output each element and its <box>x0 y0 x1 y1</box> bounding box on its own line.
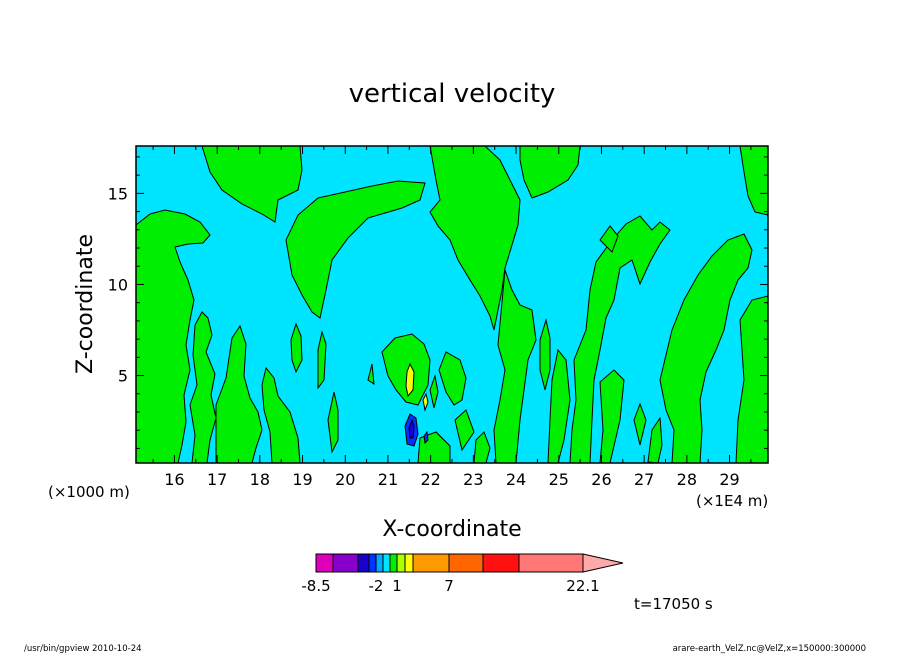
yellow-cell <box>405 362 415 398</box>
colorbar-bin <box>315 553 334 573</box>
colorbar-bin <box>389 553 398 573</box>
x-tick-label: 29 <box>719 470 739 489</box>
positive-region-column-a <box>189 311 217 463</box>
positive-region-small-b <box>429 374 439 409</box>
colorbar-bin <box>368 553 377 573</box>
positive-region-right-center <box>493 269 537 463</box>
positive-region-small-f <box>473 431 491 463</box>
x-tick-label: 23 <box>463 470 483 489</box>
colorbar-bin <box>518 553 584 573</box>
footer-right: arare-earth_VelZ.nc@VelZ,x=150000:300000 <box>673 644 866 654</box>
positive-region-top-left <box>201 146 303 223</box>
x-tick-label: 21 <box>378 470 398 489</box>
positive-region-strip-e <box>547 348 571 463</box>
y-tick-label: 5 <box>118 367 128 386</box>
plot-area: 16 17 18 19 20 21 22 23 24 25 26 27 28 29 5 10 15 <box>108 145 769 489</box>
x-tick-label: 27 <box>634 470 654 489</box>
positive-region-small-c <box>367 363 375 386</box>
positive-region-column-c <box>261 366 301 463</box>
x-unit-right: (×1E4 m) <box>696 492 768 510</box>
positive-region-far-right-h <box>599 225 619 253</box>
axis-tick-labels: 16 17 18 19 20 21 22 23 24 25 26 27 28 29 5 10 15 <box>108 184 740 489</box>
blue-cell-small <box>423 430 429 445</box>
colorbar-bin <box>382 553 391 573</box>
colorbar-label: 22.1 <box>566 577 599 595</box>
colorbar-labels: -8.5 -2 1 7 22.1 <box>301 577 599 595</box>
positive-region-far-right-f <box>739 146 768 216</box>
positive-region-strip-a <box>290 322 303 374</box>
positive-region-far-right-e <box>659 233 753 463</box>
colorbar-bin <box>448 553 484 573</box>
positive-region-center-top <box>285 180 426 319</box>
colorbar-bin <box>396 553 406 573</box>
colorbar-label: -2 <box>369 577 384 595</box>
colorbar-bin <box>404 553 414 573</box>
x-tick-label: 16 <box>164 470 184 489</box>
x-tick-label: 22 <box>420 470 440 489</box>
colorbar-label: 7 <box>444 577 454 595</box>
x-tick-label: 28 <box>677 470 697 489</box>
x-tick-label: 18 <box>250 470 270 489</box>
colorbar <box>315 553 624 573</box>
positive-region-strip-d <box>539 318 551 391</box>
positive-region-small-d <box>454 409 475 452</box>
positive-region-column-b <box>215 324 263 463</box>
colorbar-bin <box>375 553 384 573</box>
x-tick-label: 19 <box>292 470 312 489</box>
colorbar-bin <box>412 553 450 573</box>
x-axis-label: X-coordinate <box>382 517 521 542</box>
blue-cell-inner <box>408 418 415 439</box>
x-tick-label: 17 <box>207 470 227 489</box>
footer-left: /usr/bin/gpview 2010-10-24 <box>24 644 142 654</box>
yellow-cell-small <box>422 392 429 412</box>
x-tick-label: 26 <box>591 470 611 489</box>
colorbar-overflow-arrow <box>582 553 624 573</box>
colorbar-label: 1 <box>392 577 402 595</box>
positive-region-small-a <box>438 351 467 406</box>
colorbar-bin <box>357 553 370 573</box>
positive-region-central-blob <box>381 333 431 406</box>
chart-title: vertical velocity <box>349 79 556 109</box>
positive-region-strip-c <box>327 391 339 454</box>
positive-region-strip-b <box>317 330 327 390</box>
x-tick-label: 25 <box>549 470 569 489</box>
axis-ticks <box>136 146 768 463</box>
y-tick-label: 10 <box>108 275 128 294</box>
x-tick-label: 24 <box>506 470 526 489</box>
colorbar-label: -8.5 <box>301 577 330 595</box>
time-label: t=17050 s <box>634 595 713 613</box>
x-unit-left: (×1000 m) <box>48 483 130 501</box>
positive-region-far-right-g <box>735 295 768 463</box>
positive-region-top-mid <box>519 146 581 199</box>
positive-region-far-right-b <box>599 369 625 463</box>
positive-region-left <box>136 209 211 463</box>
colorbar-bin <box>482 553 520 573</box>
positive-region-right-top <box>429 146 521 331</box>
y-axis-label: Z-coordinate <box>73 234 98 374</box>
colorbar-bin <box>332 553 359 573</box>
positive-region-far-right-c <box>633 402 647 446</box>
x-tick-label: 20 <box>335 470 355 489</box>
y-tick-label: 15 <box>108 184 128 203</box>
